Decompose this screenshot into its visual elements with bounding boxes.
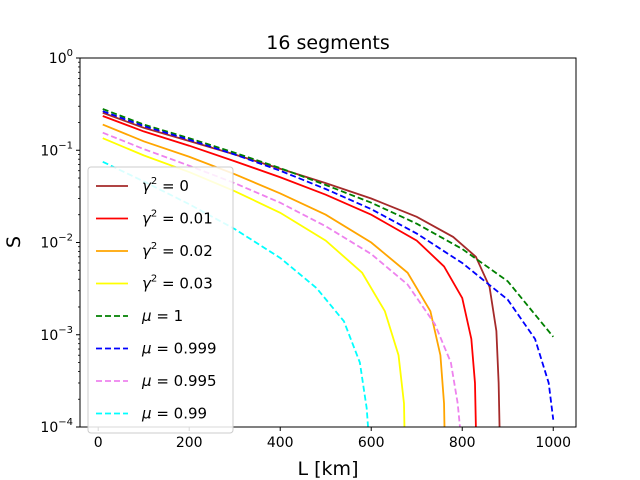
legend-label: γ2 = 0.01 [142, 209, 213, 228]
legend-label: μ = 0.999 [141, 340, 217, 358]
series-line-7 [102, 160, 369, 428]
x-tick-label: 200 [176, 435, 203, 451]
series-line-6 [102, 131, 461, 428]
legend-label: γ2 = 0.03 [142, 274, 213, 293]
legend-label: μ = 1 [141, 307, 183, 325]
series-line-2 [102, 123, 446, 428]
legend: γ2 = 0 γ2 = 0.01 γ2 = 0.02 γ2 = 0.03 μ = 1 μ … [87, 166, 234, 434]
chart-title: 16 segments [266, 32, 389, 54]
legend-box [87, 166, 234, 434]
x-tick-label: 800 [449, 435, 476, 451]
x-axis-label: L [km] [298, 458, 359, 480]
x-tick-label: 1000 [535, 435, 571, 451]
series-line-0 [102, 111, 501, 428]
y-tick-label: 10−2 [40, 233, 73, 252]
series-line-4 [102, 108, 554, 338]
series-line-5 [102, 110, 555, 420]
y-tick-label: 10−4 [40, 417, 73, 436]
legend-label: γ2 = 0.02 [142, 241, 213, 260]
y-tick-label: 100 [49, 48, 73, 67]
legend-label: γ2 = 0 [142, 176, 189, 195]
y-axis-label: S [3, 236, 25, 248]
series-line-1 [102, 115, 477, 428]
y-tick-label: 10−3 [40, 325, 73, 344]
x-tick-label: 600 [358, 435, 385, 451]
y-axis: 10−4 10−3 10−2 10−1 100 [40, 48, 80, 436]
y-tick-label: 10−1 [40, 140, 73, 159]
legend-label: μ = 0.995 [141, 372, 217, 390]
legend-label: μ = 0.99 [141, 405, 207, 423]
x-tick-label: 400 [267, 435, 294, 451]
x-tick-label: 0 [94, 435, 103, 451]
